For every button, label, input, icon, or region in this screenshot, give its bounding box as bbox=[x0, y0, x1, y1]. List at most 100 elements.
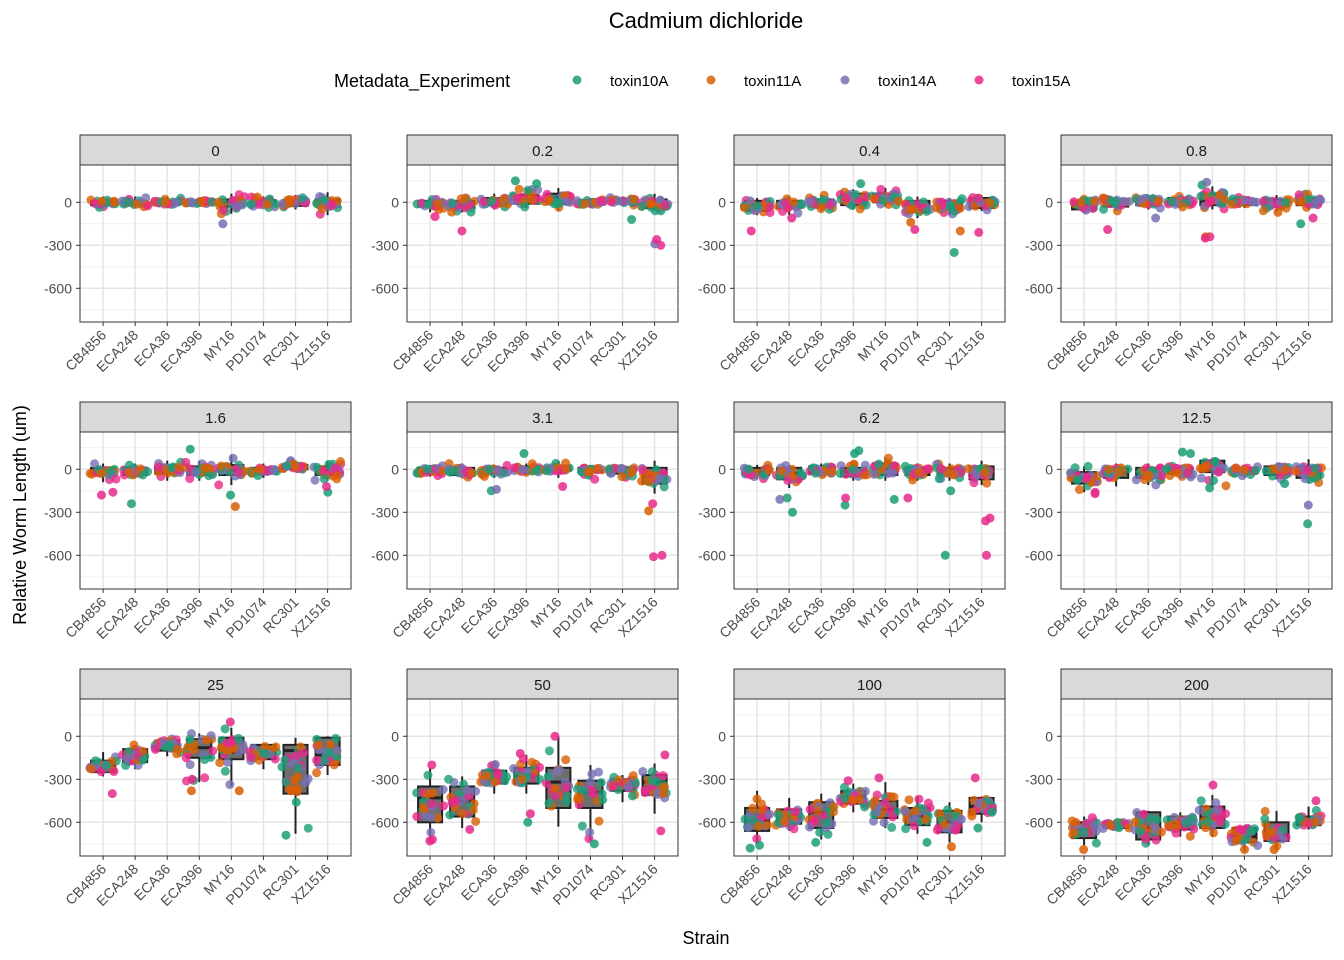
facet-strip bbox=[406, 134, 679, 166]
panel-border bbox=[79, 164, 352, 323]
data-point bbox=[225, 780, 235, 790]
data-point bbox=[438, 785, 448, 795]
y-tick-label: 0 bbox=[1045, 728, 1053, 744]
data-point bbox=[561, 782, 571, 792]
data-point bbox=[629, 194, 639, 204]
outlier-point bbox=[840, 500, 850, 510]
outlier-point bbox=[589, 839, 599, 849]
data-point bbox=[335, 457, 345, 467]
outlier-point bbox=[234, 786, 244, 796]
data-point bbox=[789, 197, 799, 207]
outlier-point bbox=[1311, 796, 1321, 806]
data-point bbox=[594, 816, 604, 826]
outlier-point bbox=[889, 494, 899, 504]
data-point bbox=[901, 824, 911, 834]
facet-strip bbox=[406, 668, 679, 700]
data-point bbox=[812, 806, 822, 816]
y-tick-label: -600 bbox=[371, 814, 399, 830]
data-point bbox=[1215, 190, 1225, 200]
facet-strip bbox=[79, 668, 352, 700]
data-point bbox=[860, 786, 870, 796]
data-point bbox=[893, 196, 903, 206]
data-point bbox=[606, 197, 616, 207]
data-point bbox=[883, 453, 893, 463]
data-point bbox=[763, 820, 773, 830]
data-point bbox=[1139, 809, 1149, 819]
data-point bbox=[778, 206, 788, 216]
data-point bbox=[935, 809, 945, 819]
data-point bbox=[1164, 821, 1174, 831]
outlier-point bbox=[657, 550, 667, 560]
data-point bbox=[91, 756, 101, 766]
data-point bbox=[289, 775, 299, 785]
data-point bbox=[1253, 841, 1263, 851]
data-point bbox=[757, 805, 767, 815]
panel-background bbox=[734, 699, 1005, 856]
data-point bbox=[262, 200, 272, 210]
data-point bbox=[659, 482, 669, 492]
data-point bbox=[331, 733, 341, 743]
legend: Metadata_Experiment toxin10A toxin11A toxi… bbox=[334, 71, 1070, 92]
outlier-point bbox=[1273, 207, 1283, 217]
data-point bbox=[617, 472, 627, 482]
facet-panel-0.8: 0.80-300-600CB4856ECA248ECA36ECA396MY16P… bbox=[1025, 134, 1333, 375]
data-point bbox=[513, 193, 523, 203]
panel-background bbox=[1061, 432, 1332, 589]
data-point bbox=[201, 735, 211, 745]
panel-border bbox=[406, 164, 679, 323]
data-point bbox=[543, 772, 553, 782]
data-point bbox=[447, 207, 457, 217]
y-tick-label: 0 bbox=[391, 461, 399, 477]
outlier-point bbox=[627, 214, 637, 224]
data-point bbox=[535, 762, 545, 772]
data-point bbox=[200, 755, 210, 765]
data-point bbox=[914, 794, 924, 804]
outlier-point bbox=[746, 226, 756, 236]
outlier-point bbox=[515, 748, 525, 758]
data-point bbox=[228, 453, 238, 463]
data-point bbox=[805, 197, 815, 207]
data-point bbox=[1235, 824, 1245, 834]
data-point bbox=[260, 749, 270, 759]
data-point bbox=[1280, 465, 1290, 475]
data-point bbox=[1157, 471, 1167, 481]
outlier-point bbox=[903, 493, 913, 503]
data-point bbox=[499, 194, 509, 204]
data-point bbox=[628, 771, 638, 781]
data-point bbox=[880, 798, 890, 808]
data-point bbox=[847, 201, 857, 211]
data-point bbox=[121, 760, 131, 770]
outlier-point bbox=[427, 760, 437, 770]
data-point bbox=[544, 195, 554, 205]
data-point bbox=[1105, 820, 1115, 830]
data-point bbox=[421, 811, 431, 821]
data-point bbox=[1310, 817, 1320, 827]
panel-background bbox=[407, 165, 678, 322]
data-point bbox=[815, 827, 825, 837]
data-point bbox=[1114, 823, 1124, 833]
data-point bbox=[544, 746, 554, 756]
data-point bbox=[754, 821, 764, 831]
data-point bbox=[290, 462, 300, 472]
data-point bbox=[1209, 475, 1219, 485]
data-point bbox=[484, 464, 494, 474]
outlier-point bbox=[660, 750, 670, 760]
outlier-point bbox=[1303, 519, 1313, 529]
outlier-point bbox=[974, 227, 984, 237]
data-point bbox=[138, 755, 148, 765]
legend-key-toxin10A bbox=[572, 75, 582, 85]
outlier-point bbox=[107, 789, 117, 799]
y-tick-label: -600 bbox=[1025, 280, 1053, 296]
data-point bbox=[204, 471, 214, 481]
outlier-point bbox=[955, 226, 965, 236]
data-point bbox=[554, 199, 564, 209]
data-point bbox=[1071, 817, 1081, 827]
data-point bbox=[331, 463, 341, 473]
outlier-point bbox=[1200, 233, 1210, 243]
facet-panel-0.2: 0.20-300-600CB4856ECA248ECA36ECA396MY16P… bbox=[371, 134, 679, 375]
outlier-point bbox=[425, 836, 435, 846]
data-point bbox=[889, 461, 899, 471]
data-point bbox=[647, 767, 657, 777]
data-point bbox=[596, 778, 606, 788]
data-point bbox=[810, 468, 820, 478]
